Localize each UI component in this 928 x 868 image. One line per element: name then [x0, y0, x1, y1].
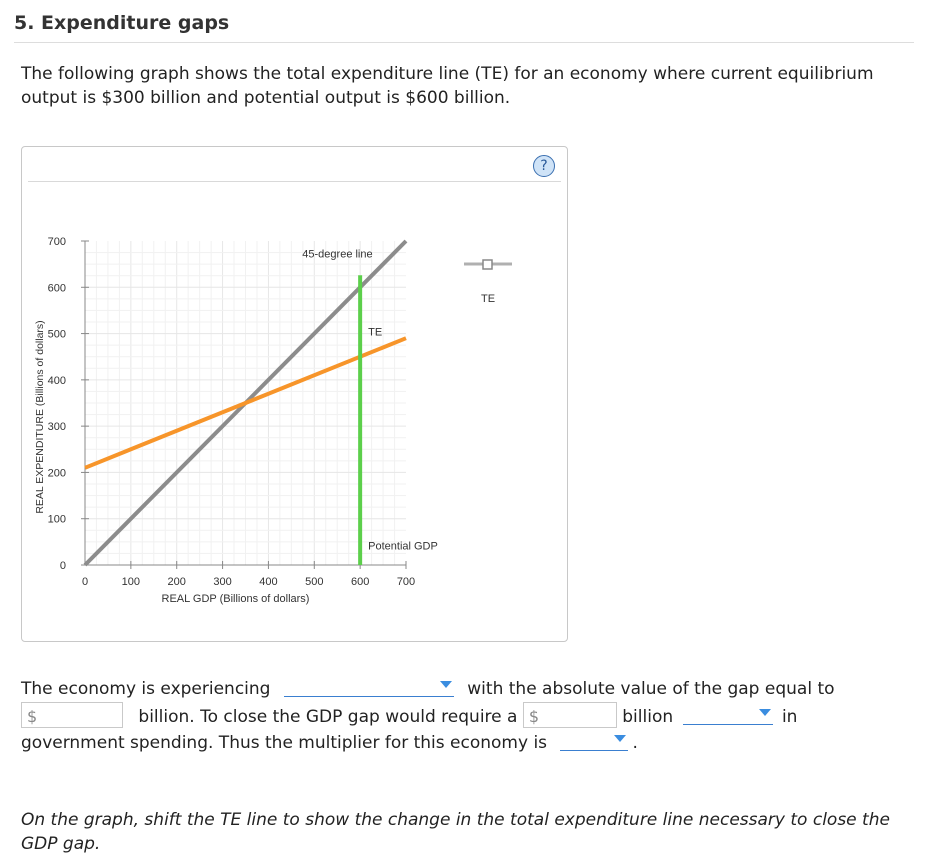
- y-tick-label: 300: [48, 421, 66, 433]
- spending-change-input[interactable]: $: [522, 702, 617, 728]
- question-block: The economy is experiencing with the abs…: [21, 676, 901, 756]
- y-tick-label: 100: [48, 514, 66, 526]
- y-axis-title: REAL EXPENDITURE (Billions of dollars): [34, 320, 46, 513]
- x-tick-label: 500: [305, 576, 323, 588]
- y-tick-label: 500: [48, 329, 66, 341]
- x-tick-label: 0: [82, 576, 88, 588]
- chevron-down-icon: [439, 681, 452, 688]
- te-line-label: TE: [368, 327, 382, 339]
- currency-symbol: $: [528, 707, 540, 726]
- te-line[interactable]: [84, 336, 407, 470]
- question-text-7: .: [632, 733, 638, 753]
- y-tick-label: 700: [48, 236, 66, 248]
- x-tick-label: 700: [397, 576, 415, 588]
- y-tick-label: 600: [48, 282, 66, 294]
- currency-symbol: $: [27, 707, 38, 726]
- expenditure-chart[interactable]: 0 100 200 300 400 500 600 700 0 100 200 300 400 500 60…: [22, 147, 567, 641]
- y-tick-label: 200: [48, 467, 66, 479]
- question-text-6: government spending. Thus the multiplier…: [21, 733, 548, 753]
- question-text-5: in: [781, 707, 798, 727]
- panel-divider: [28, 181, 561, 182]
- help-icon[interactable]: ?: [533, 155, 555, 177]
- potential-gdp-label: Potential GDP: [368, 541, 438, 553]
- x-tick-label: 600: [351, 576, 369, 588]
- question-text-2: with the absolute value of the gap equal…: [467, 679, 835, 699]
- graph-panel: ? 0 100 200 300 400 500 600 700 0 100 200 300 400 500…: [21, 146, 568, 642]
- chevron-down-icon: [614, 735, 627, 742]
- x-tick-label: 200: [168, 576, 186, 588]
- question-text-1: The economy is experiencing: [21, 679, 271, 699]
- page-title: 5. Expenditure gaps: [14, 12, 230, 34]
- intro-text: The following graph shows the total expe…: [21, 64, 874, 108]
- title-divider: [14, 42, 914, 43]
- legend-te-label: TE: [481, 293, 495, 305]
- legend-te-handle[interactable]: [482, 259, 493, 270]
- y-tick-label: 400: [48, 375, 66, 387]
- y-tick-label: 0: [60, 560, 66, 572]
- chevron-down-icon: [758, 709, 771, 716]
- gap-type-dropdown[interactable]: [283, 676, 454, 697]
- instructions-text: On the graph, shift the TE line to show …: [21, 810, 890, 854]
- x-tick-label: 100: [122, 576, 140, 588]
- question-text-4: billion: [622, 707, 674, 727]
- x-tick-label: 400: [259, 576, 277, 588]
- question-text-3: billion. To close the GDP gap would requ…: [138, 707, 518, 727]
- forty-five-degree-line-label: 45-degree line: [302, 248, 372, 260]
- gap-amount-input[interactable]: $: [21, 702, 123, 728]
- direction-dropdown[interactable]: [682, 704, 773, 725]
- multiplier-dropdown[interactable]: [560, 730, 629, 751]
- x-axis-title: REAL GDP (Billions of dollars): [162, 593, 310, 605]
- x-tick-label: 300: [213, 576, 231, 588]
